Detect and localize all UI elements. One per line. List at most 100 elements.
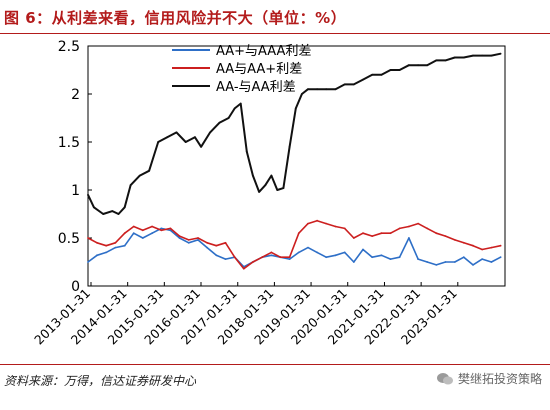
series-line bbox=[87, 52, 501, 215]
data-point bbox=[209, 131, 212, 134]
data-point bbox=[117, 213, 120, 215]
data-point bbox=[371, 73, 374, 76]
data-point bbox=[408, 64, 410, 67]
data-point bbox=[380, 73, 383, 76]
data-point bbox=[218, 121, 221, 124]
data-point bbox=[462, 241, 465, 244]
data-point bbox=[264, 184, 267, 187]
source-note: 资料来源：万得，信达证券研发中心 bbox=[4, 374, 197, 388]
legend-label: AA-与AA利差 bbox=[216, 80, 296, 95]
data-point bbox=[398, 69, 401, 71]
data-point bbox=[325, 88, 328, 91]
data-point bbox=[389, 232, 392, 235]
data-point bbox=[343, 251, 346, 254]
data-point bbox=[408, 237, 410, 239]
legend-label: AA+与AAA利差 bbox=[216, 44, 311, 59]
data-point bbox=[343, 227, 346, 230]
data-point bbox=[105, 244, 108, 247]
data-point bbox=[169, 227, 172, 230]
data-point bbox=[398, 227, 401, 230]
data-point bbox=[334, 88, 337, 91]
data-point bbox=[316, 88, 318, 91]
data-point bbox=[398, 256, 401, 259]
data-point bbox=[408, 225, 410, 228]
data-point bbox=[316, 251, 318, 254]
data-point bbox=[184, 141, 187, 143]
data-point bbox=[499, 52, 502, 55]
data-point bbox=[481, 248, 484, 251]
data-point bbox=[389, 69, 392, 71]
data-point bbox=[352, 261, 355, 263]
data-point bbox=[288, 145, 291, 148]
data-point bbox=[371, 235, 374, 238]
series-line bbox=[87, 219, 501, 270]
data-point bbox=[224, 258, 227, 260]
data-point bbox=[343, 83, 346, 86]
data-point bbox=[141, 229, 144, 232]
bottom-rule bbox=[0, 364, 550, 365]
data-point bbox=[417, 64, 419, 67]
data-point bbox=[453, 239, 456, 241]
data-point bbox=[301, 93, 303, 95]
data-point bbox=[288, 258, 291, 260]
data-point bbox=[490, 54, 493, 57]
data-point bbox=[426, 227, 429, 230]
title-bar: 图 6：从利差来看，信用风险并不大（单位：%） bbox=[0, 0, 550, 34]
series-1 bbox=[87, 219, 502, 270]
data-point bbox=[187, 239, 190, 241]
y-tick-label: 2 bbox=[71, 87, 80, 103]
y-tick-label: 0.5 bbox=[58, 231, 80, 247]
data-point bbox=[426, 261, 429, 263]
data-point bbox=[187, 241, 190, 244]
data-point bbox=[114, 246, 117, 249]
data-point bbox=[389, 258, 392, 260]
data-point bbox=[151, 232, 154, 235]
data-point bbox=[316, 219, 318, 222]
data-point bbox=[197, 237, 199, 239]
data-point bbox=[200, 145, 203, 148]
data-point bbox=[114, 241, 117, 244]
data-point bbox=[481, 258, 484, 260]
data-point bbox=[435, 59, 438, 62]
data-point bbox=[178, 235, 181, 238]
data-point bbox=[96, 254, 98, 257]
data-point bbox=[279, 256, 282, 259]
data-point bbox=[261, 256, 264, 259]
data-point bbox=[132, 225, 135, 228]
data-point bbox=[178, 237, 181, 239]
data-point bbox=[297, 232, 300, 235]
data-point bbox=[462, 256, 465, 259]
watermark: 樊继拓投资策略 bbox=[436, 370, 542, 387]
data-point bbox=[334, 254, 337, 257]
data-point bbox=[453, 56, 456, 59]
data-point bbox=[444, 59, 447, 62]
legend-label: AA与AA+利差 bbox=[216, 62, 302, 77]
data-point bbox=[417, 222, 419, 225]
data-point bbox=[252, 174, 254, 177]
data-point bbox=[239, 102, 242, 105]
data-point bbox=[206, 246, 209, 249]
y-tick-label: 1.5 bbox=[58, 135, 80, 151]
chart: 00.511.522.52013-01-312014-01-312015-01-… bbox=[31, 39, 506, 347]
figure-title: 图 6：从利差来看，信用风险并不大（单位：%） bbox=[4, 9, 347, 27]
data-point bbox=[197, 239, 199, 241]
data-point bbox=[307, 222, 309, 225]
data-point bbox=[245, 150, 248, 153]
data-point bbox=[270, 174, 273, 177]
data-point bbox=[123, 206, 126, 209]
data-point bbox=[102, 213, 105, 215]
data-point bbox=[499, 244, 502, 247]
data-point bbox=[472, 264, 474, 266]
data-point bbox=[435, 264, 438, 266]
data-point bbox=[444, 235, 447, 238]
data-point bbox=[194, 136, 196, 139]
legend: AA+与AAA利差 AA与AA+利差 AA-与AA利差 bbox=[172, 44, 311, 95]
data-point bbox=[362, 248, 364, 251]
y-tick-label: 0 bbox=[71, 279, 80, 295]
data-point bbox=[148, 169, 151, 172]
data-point bbox=[215, 254, 218, 257]
data-point bbox=[352, 83, 355, 86]
data-point bbox=[380, 254, 383, 257]
data-point bbox=[105, 251, 108, 254]
data-point bbox=[490, 261, 493, 263]
